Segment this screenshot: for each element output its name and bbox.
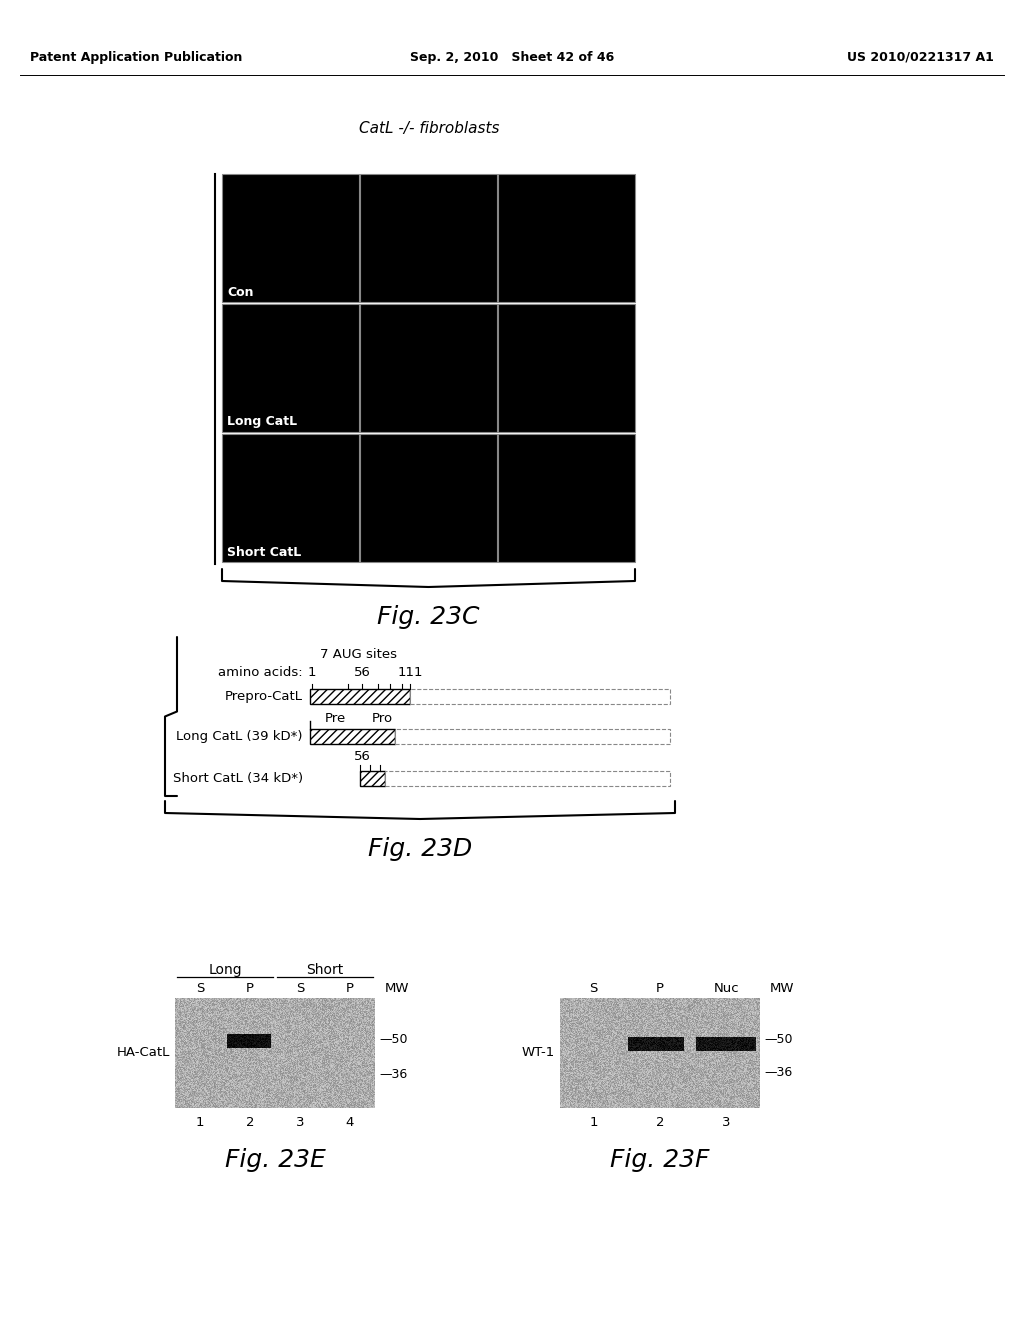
Text: Merge: Merge — [543, 154, 592, 169]
Bar — [395, 729, 670, 744]
Text: —50: —50 — [764, 1034, 793, 1047]
Text: 3: 3 — [296, 1115, 304, 1129]
Text: Con: Con — [227, 285, 254, 298]
Text: S: S — [296, 982, 304, 994]
Bar — [498, 304, 635, 432]
Text: Fig. 23F: Fig. 23F — [610, 1148, 710, 1172]
Text: Long CatL: Long CatL — [227, 416, 297, 429]
Bar — [360, 174, 497, 302]
Bar — [410, 689, 670, 704]
Text: 56: 56 — [353, 751, 371, 763]
Text: Short CatL (34 kD*): Short CatL (34 kD*) — [173, 772, 303, 785]
Text: 4: 4 — [346, 1115, 354, 1129]
Bar — [385, 771, 670, 785]
Text: S: S — [589, 982, 598, 994]
Text: Pro: Pro — [372, 711, 392, 725]
Bar — [360, 434, 497, 562]
Text: MW: MW — [770, 982, 795, 994]
Text: Pre: Pre — [325, 711, 346, 725]
Bar — [310, 689, 410, 704]
Text: MW: MW — [385, 982, 410, 994]
Bar — [360, 771, 385, 785]
Text: amino acids:: amino acids: — [218, 667, 303, 680]
Text: WT-1: WT-1 — [522, 1047, 555, 1060]
Text: Fig. 23C: Fig. 23C — [377, 605, 480, 630]
Text: 56: 56 — [353, 667, 371, 680]
Text: 7 AUG sites: 7 AUG sites — [319, 648, 396, 661]
Text: 1: 1 — [308, 667, 316, 680]
Text: Short: Short — [306, 964, 344, 977]
Text: Lamp-2: Lamp-2 — [262, 154, 321, 169]
Text: 1: 1 — [589, 1115, 598, 1129]
Bar — [360, 304, 497, 432]
Text: Prepro-CatL: Prepro-CatL — [225, 690, 303, 704]
Text: 2: 2 — [246, 1115, 254, 1129]
Text: P: P — [246, 982, 254, 994]
Text: Long CatL (39 kD*): Long CatL (39 kD*) — [176, 730, 303, 743]
Text: —36: —36 — [764, 1067, 793, 1080]
Text: Sep. 2, 2010   Sheet 42 of 46: Sep. 2, 2010 Sheet 42 of 46 — [410, 50, 614, 63]
Text: US 2010/0221317 A1: US 2010/0221317 A1 — [847, 50, 994, 63]
Text: 111: 111 — [397, 667, 423, 680]
Bar — [498, 434, 635, 562]
Bar — [222, 434, 359, 562]
Bar — [498, 174, 635, 302]
Text: HA-CatL: HA-CatL — [397, 154, 461, 169]
Text: —36: —36 — [379, 1068, 408, 1081]
Text: HA-CatL: HA-CatL — [117, 1047, 170, 1060]
Text: P: P — [656, 982, 664, 994]
Text: CatL -/- fibroblasts: CatL -/- fibroblasts — [358, 120, 500, 136]
Text: S: S — [196, 982, 204, 994]
Bar — [310, 729, 395, 744]
Text: 3: 3 — [722, 1115, 731, 1129]
Text: 1: 1 — [196, 1115, 204, 1129]
Bar — [222, 304, 359, 432]
Text: Long: Long — [208, 964, 242, 977]
Bar — [222, 174, 359, 302]
Text: 2: 2 — [655, 1115, 665, 1129]
Text: P: P — [346, 982, 354, 994]
Text: Short CatL: Short CatL — [227, 545, 301, 558]
Text: Fig. 23D: Fig. 23D — [368, 837, 472, 861]
Text: Patent Application Publication: Patent Application Publication — [30, 50, 243, 63]
Text: Nuc: Nuc — [714, 982, 739, 994]
Text: —50: —50 — [379, 1034, 408, 1047]
Text: Fig. 23E: Fig. 23E — [224, 1148, 326, 1172]
